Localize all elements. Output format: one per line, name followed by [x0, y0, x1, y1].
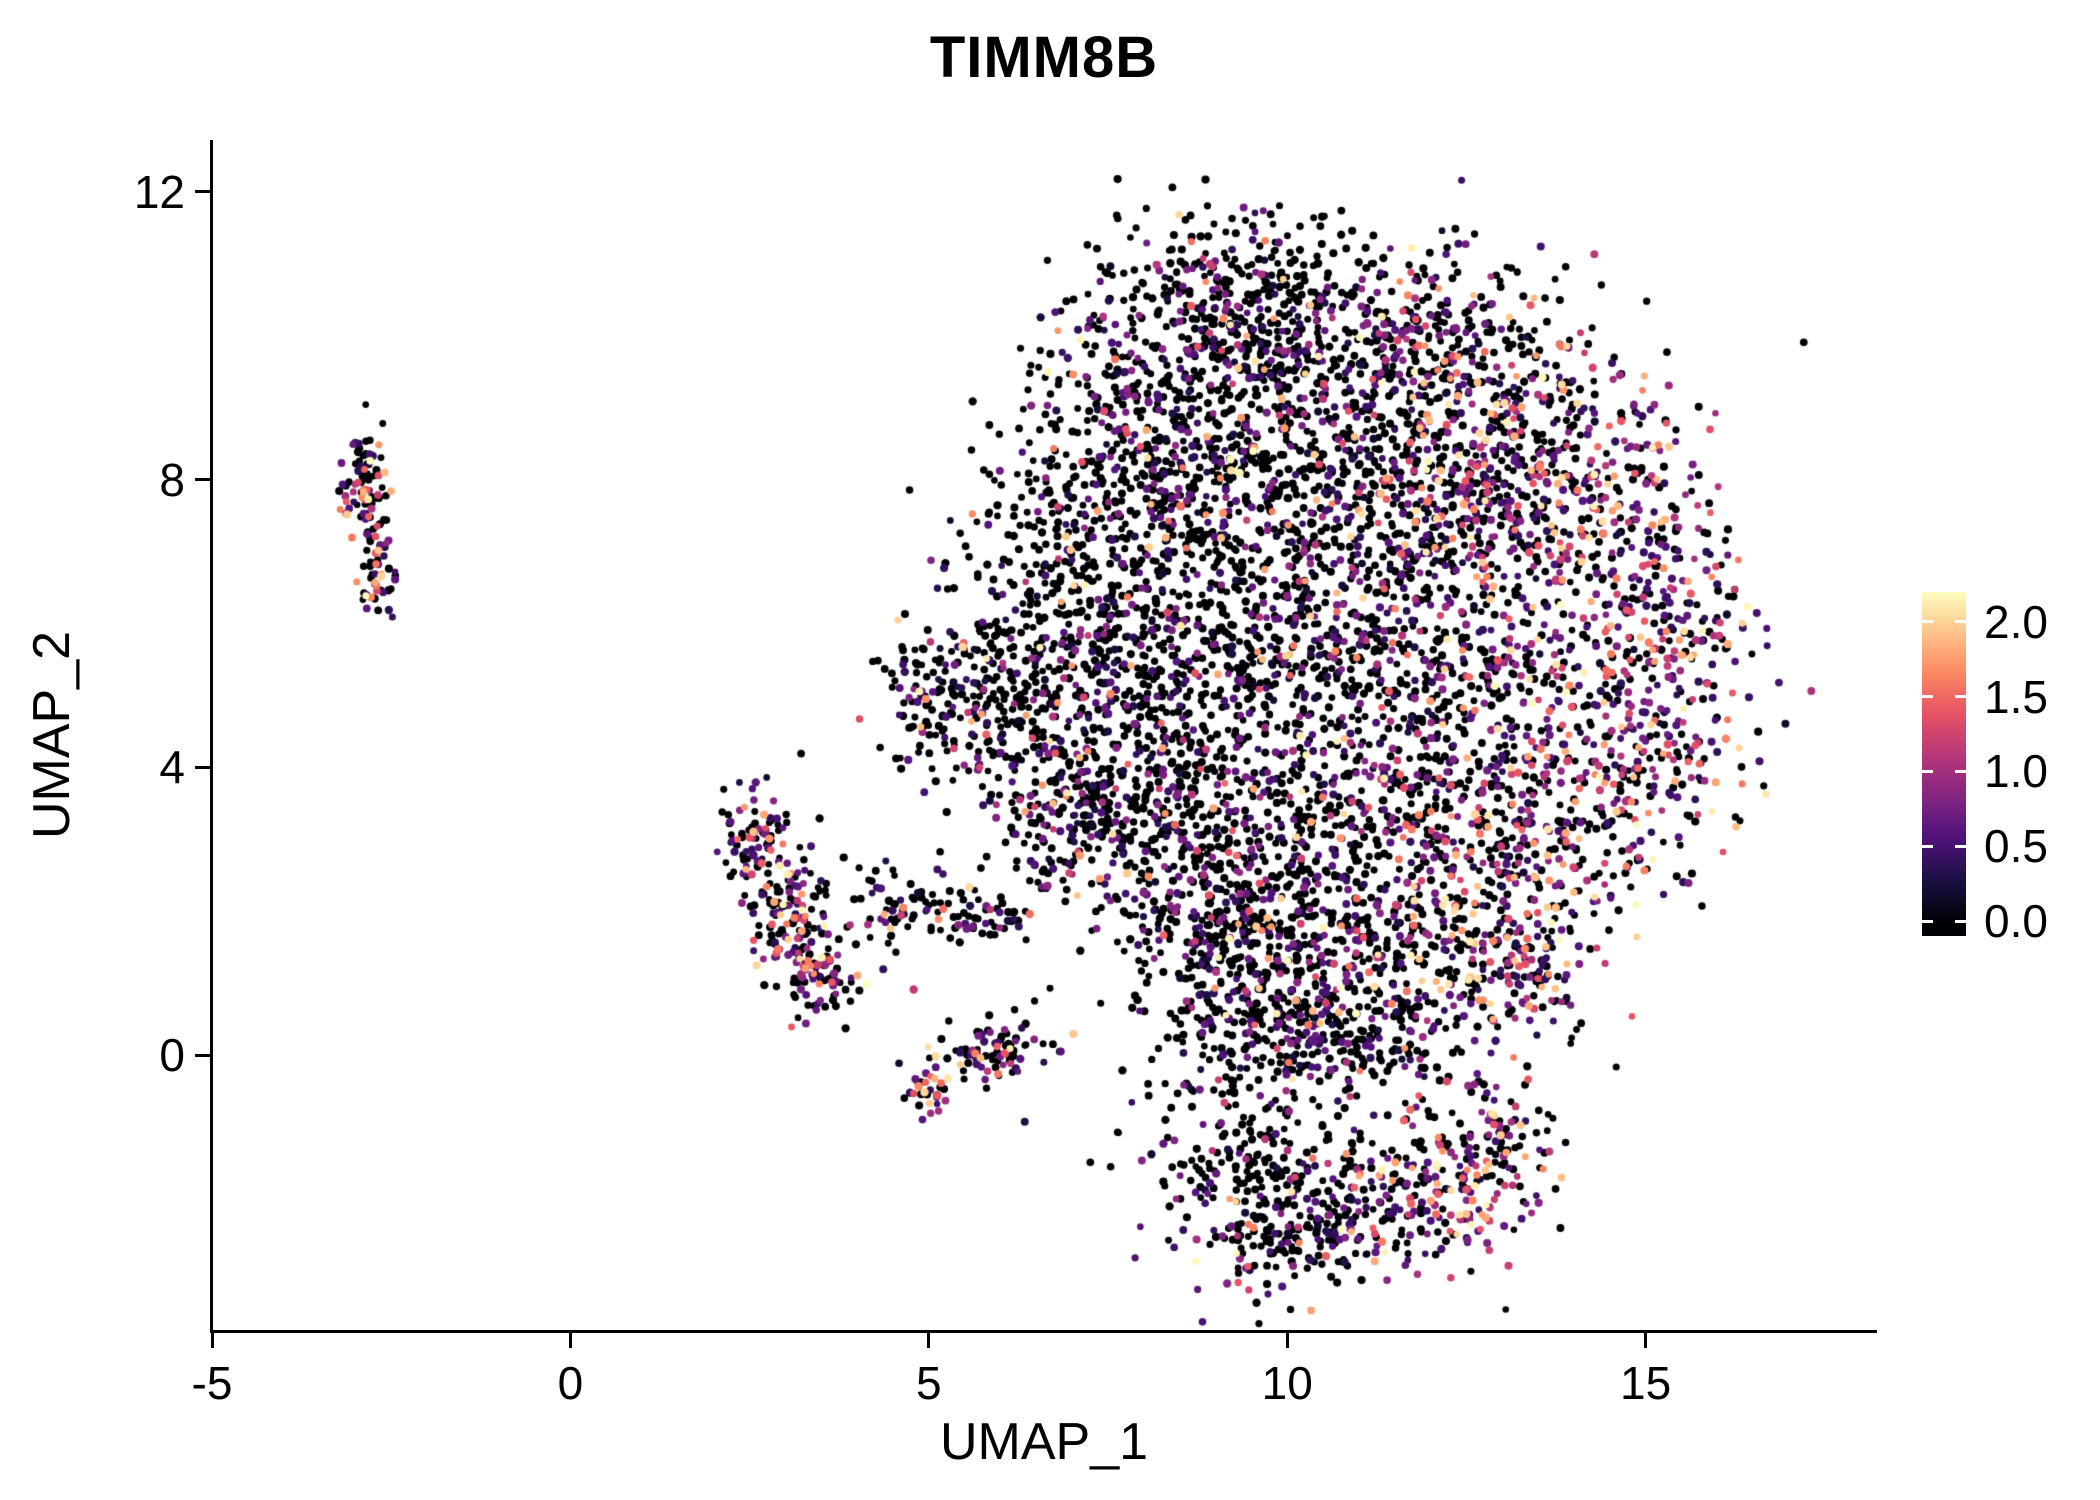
- y-tick-label: 4: [159, 741, 185, 794]
- y-tick-mark: [195, 478, 210, 482]
- colorbar-tick-mark: [1922, 769, 1933, 773]
- y-tick-mark: [195, 1053, 210, 1057]
- y-axis-line: [210, 140, 213, 1333]
- y-axis-title: UMAP_2: [23, 630, 81, 840]
- x-tick-mark: [927, 1333, 931, 1348]
- y-tick-label: 0: [159, 1029, 185, 1082]
- x-axis-title: UMAP_1: [939, 1413, 1149, 1471]
- colorbar-tick-mark: [1955, 620, 1966, 624]
- colorbar-tick-label: 0.5: [1984, 820, 2048, 873]
- x-tick-mark: [1644, 1333, 1648, 1348]
- y-tick-mark: [195, 190, 210, 194]
- y-tick-label: 8: [159, 453, 185, 506]
- chart-title: TIMM8B: [929, 25, 1159, 90]
- colorbar-tick-mark: [1955, 844, 1966, 848]
- y-tick-mark: [195, 765, 210, 769]
- colorbar-tick-mark: [1922, 695, 1933, 699]
- colorbar-tick-label: 2.0: [1984, 595, 2048, 648]
- x-tick-label: 5: [916, 1357, 942, 1409]
- colorbar-tick-label: 1.0: [1984, 745, 2048, 798]
- colorbar-tick-mark: [1922, 919, 1933, 923]
- x-tick-mark: [568, 1333, 572, 1348]
- x-tick-mark: [1285, 1333, 1289, 1348]
- colorbar-tick-mark: [1955, 919, 1966, 923]
- x-tick-label: -5: [191, 1357, 233, 1409]
- y-tick-label: 12: [133, 165, 185, 218]
- colorbar-gradient: [1922, 592, 1966, 936]
- x-tick-mark: [210, 1333, 214, 1348]
- colorbar-tick-mark: [1922, 844, 1933, 848]
- colorbar-tick-label: 1.5: [1984, 670, 2048, 723]
- x-axis-line: [210, 1330, 1877, 1333]
- colorbar-tick-label: 0.0: [1984, 895, 2048, 948]
- colorbar-tick-mark: [1955, 695, 1966, 699]
- x-tick-label: 0: [557, 1357, 584, 1409]
- x-tick-label: 15: [1620, 1357, 1672, 1409]
- colorbar-tick-mark: [1955, 769, 1966, 773]
- colorbar-tick-mark: [1922, 620, 1933, 624]
- x-tick-label: 10: [1261, 1357, 1313, 1409]
